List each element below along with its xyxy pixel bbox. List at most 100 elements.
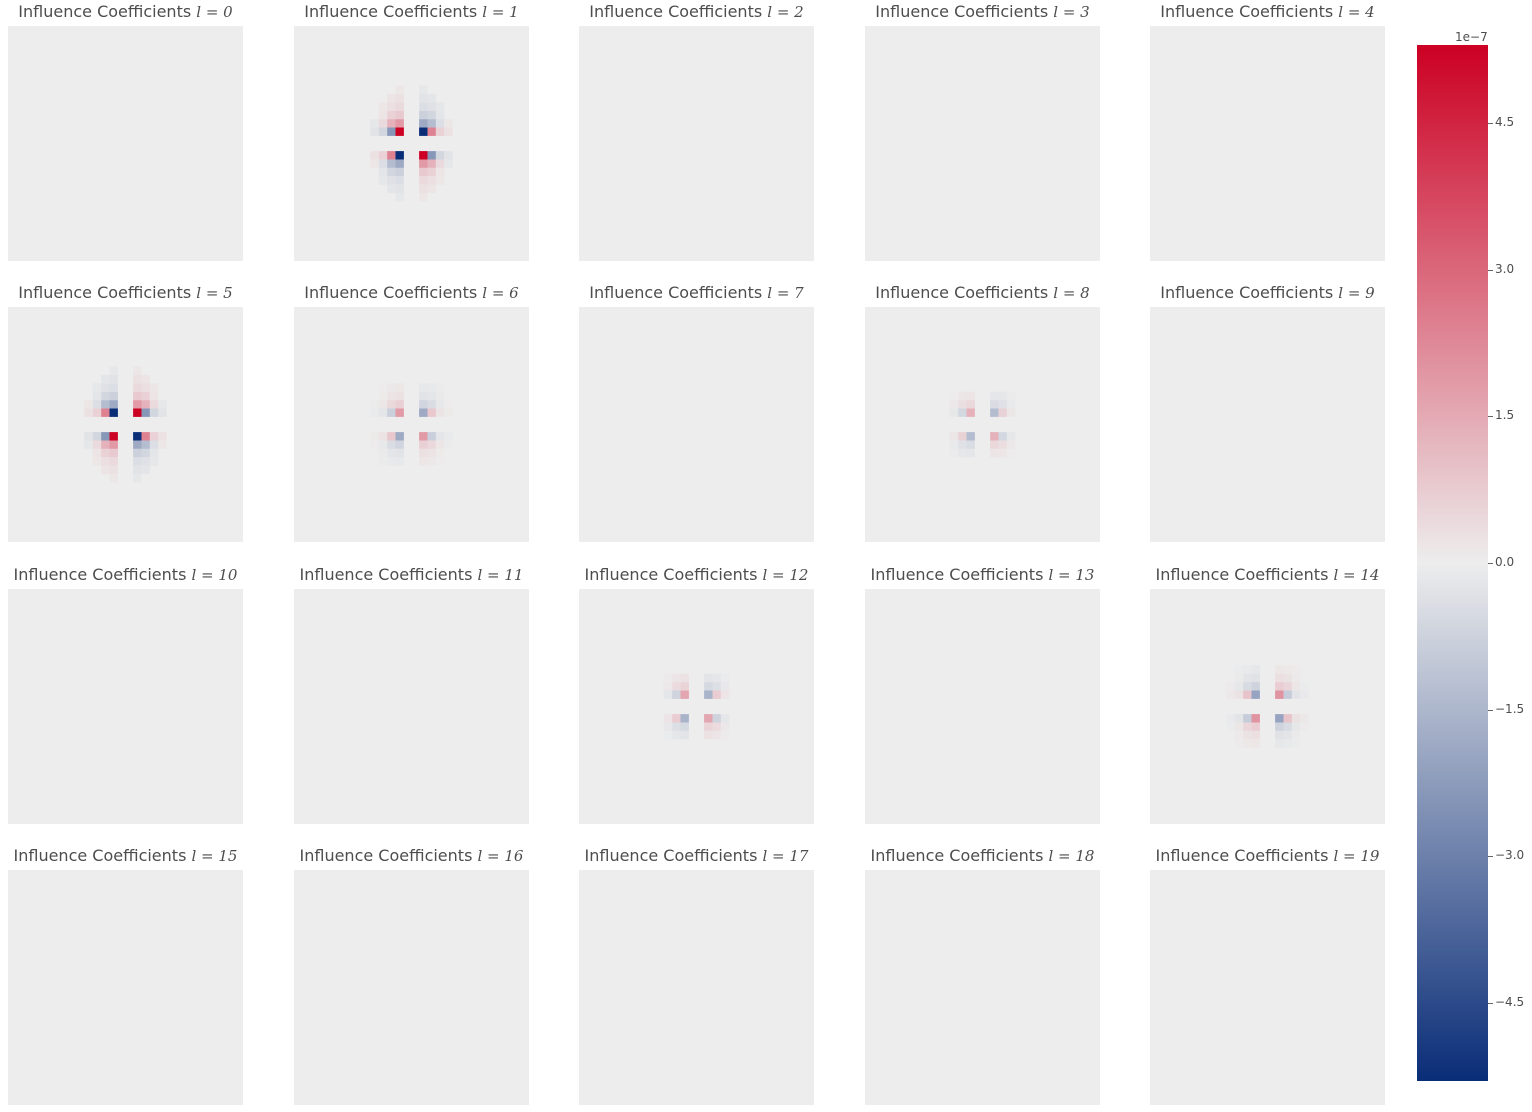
heatmap-cell	[419, 93, 428, 103]
heatmap-cell	[1251, 722, 1260, 731]
heatmap-cell	[1006, 408, 1016, 417]
heatmap-cell	[141, 391, 150, 401]
heatmap-cell	[92, 432, 102, 441]
panel-title-text: Influence Coefficients	[870, 846, 1049, 865]
heatmap-cell	[158, 408, 167, 417]
heatmap-cell	[378, 432, 388, 441]
heatmap-cell	[133, 432, 142, 441]
colorbar-tick-label: 0.0	[1495, 555, 1515, 569]
heatmap-panel: Influence Coefficients l = 1	[294, 2, 529, 261]
heatmap-cell	[998, 400, 1007, 409]
heatmap-cell	[663, 682, 673, 691]
heatmap-cell	[419, 400, 428, 409]
heatmap-cell	[92, 457, 102, 466]
heatmap-cell	[101, 457, 110, 466]
heatmap-cell	[427, 159, 436, 168]
heatmap-cell	[427, 110, 436, 120]
heatmap-cell	[84, 432, 93, 441]
heatmap-cell	[419, 383, 428, 392]
panel-title-text: Influence Coefficients	[584, 565, 763, 584]
heatmap-cell	[704, 673, 713, 683]
heatmap-panel: Influence Coefficients l = 4	[1150, 2, 1385, 261]
heatmap-background	[8, 26, 243, 261]
heatmap-cell	[419, 391, 428, 401]
heatmap-cell	[427, 102, 436, 111]
heatmap-cell	[92, 400, 102, 409]
heatmap-cell	[427, 119, 436, 128]
heatmap-cell	[663, 730, 673, 740]
heatmap-cell	[387, 167, 396, 177]
heatmap-image	[865, 26, 1100, 261]
heatmap-cell	[133, 366, 142, 375]
heatmap-cell	[1234, 682, 1244, 691]
heatmap-cell	[387, 440, 396, 449]
heatmap-cell	[109, 432, 118, 441]
panel-title-label: l = 8	[1053, 284, 1090, 302]
panel-title-label: l = 3	[1053, 3, 1090, 21]
heatmap-cell	[427, 408, 436, 417]
panel-title-text: Influence Coefficients	[304, 2, 483, 21]
heatmap-cell	[1291, 665, 1301, 674]
heatmap-panel: Influence Coefficients l = 8	[865, 283, 1100, 542]
heatmap-cell	[370, 440, 379, 449]
heatmap-cell	[704, 682, 713, 691]
heatmap-cell	[444, 400, 453, 409]
colorbar-tick-label: −4.5	[1495, 994, 1525, 1009]
heatmap-cell	[378, 102, 388, 111]
heatmap-cell	[378, 457, 388, 466]
heatmap-cell	[387, 102, 396, 111]
heatmap-panel: Influence Coefficients l = 6	[294, 283, 529, 542]
heatmap-cell	[149, 457, 159, 466]
heatmap-panel: Influence Coefficients l = 11	[294, 565, 529, 824]
heatmap-cell	[966, 448, 975, 458]
heatmap-cell	[1243, 739, 1252, 748]
heatmap-cell	[998, 408, 1007, 417]
heatmap-cell	[680, 730, 689, 740]
heatmap-cell	[395, 457, 404, 466]
heatmap-cell	[990, 432, 999, 441]
heatmap-cell	[395, 440, 404, 449]
heatmap-cell	[133, 440, 142, 449]
heatmap-cell	[958, 391, 967, 401]
heatmap-image	[8, 870, 243, 1105]
heatmap-cell	[712, 714, 721, 723]
heatmap-cell	[712, 722, 721, 731]
heatmap-cell	[435, 408, 445, 417]
heatmap-cell	[672, 690, 681, 699]
heatmap-cell	[378, 110, 388, 120]
heatmap-cell	[672, 730, 681, 740]
heatmap-cell	[370, 432, 379, 441]
heatmap-cell	[370, 159, 379, 168]
heatmap-cell	[101, 383, 110, 392]
colorbar-tick-mark	[1488, 709, 1493, 711]
heatmap-cell	[101, 391, 110, 401]
heatmap-cell	[1283, 690, 1292, 699]
panel-title-label: l = 15	[191, 847, 238, 865]
panel-title-label: l = 11	[477, 566, 524, 584]
heatmap-cell	[387, 93, 396, 103]
heatmap-cell	[133, 465, 142, 475]
heatmap-cell	[712, 682, 721, 691]
heatmap-cell	[1300, 682, 1309, 691]
panel-title: Influence Coefficients l = 15	[0, 846, 263, 865]
panel-title-label: l = 10	[191, 566, 238, 584]
heatmap-cell	[1283, 714, 1292, 723]
heatmap-cell	[419, 85, 428, 94]
heatmap-panel: Influence Coefficients l = 5	[8, 283, 243, 542]
heatmap-cell	[990, 408, 999, 417]
heatmap-cell	[141, 448, 150, 458]
heatmap-cell	[101, 448, 110, 458]
heatmap-image	[1150, 589, 1385, 824]
heatmap-cell	[1300, 722, 1309, 731]
heatmap-cell	[427, 391, 436, 401]
panel-title: Influence Coefficients l = 9	[1130, 283, 1405, 302]
heatmap-cell	[1243, 682, 1252, 691]
panel-title-text: Influence Coefficients	[13, 846, 192, 865]
heatmap-cell	[958, 408, 967, 417]
heatmap-cell	[419, 448, 428, 458]
heatmap-cell	[109, 408, 118, 417]
heatmap-cell	[1234, 665, 1244, 674]
heatmap-cell	[387, 383, 396, 392]
heatmap-cell	[133, 448, 142, 458]
panel-title-text: Influence Coefficients	[1155, 846, 1334, 865]
